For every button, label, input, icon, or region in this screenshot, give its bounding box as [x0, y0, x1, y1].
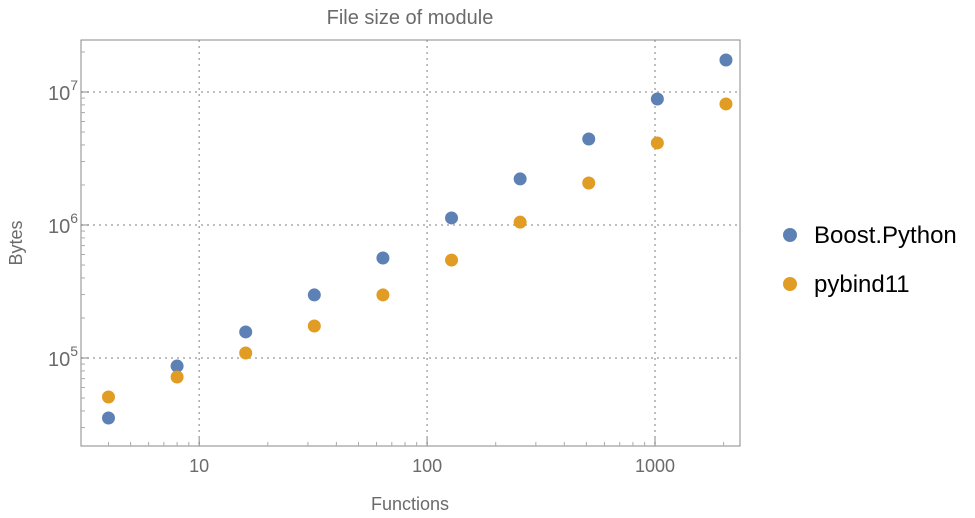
- y-tick-label: 106: [48, 210, 78, 238]
- point-pybind11: [170, 370, 184, 384]
- legend: Boost.Python pybind11: [783, 222, 957, 298]
- point-pybind11: [650, 136, 664, 150]
- legend-marker-boost-python: [783, 228, 797, 242]
- chart-title: File size of module: [327, 7, 494, 29]
- point-pybind11: [376, 288, 390, 302]
- point-pybind11: [582, 176, 596, 190]
- y-tick-label: 107: [48, 77, 78, 105]
- legend-label-pybind11: pybind11: [814, 271, 910, 298]
- point-boost-python: [307, 288, 321, 302]
- x-tick-label: 1000: [635, 456, 675, 476]
- point-pybind11: [719, 97, 733, 111]
- y-tick-label: 105: [48, 343, 78, 371]
- plot-frame: [80, 39, 741, 447]
- point-pybind11: [101, 390, 115, 404]
- y-axis-label: Bytes: [6, 220, 26, 265]
- point-pybind11: [513, 215, 527, 229]
- grid: [81, 40, 740, 446]
- x-tick-label: 100: [412, 456, 442, 476]
- point-boost-python: [170, 359, 184, 373]
- point-pybind11: [445, 253, 459, 267]
- x-tick-label: 10: [189, 456, 209, 476]
- point-boost-python: [101, 411, 115, 425]
- point-pybind11: [307, 319, 321, 333]
- point-boost-python: [582, 132, 596, 146]
- point-boost-python: [376, 251, 390, 265]
- point-boost-python: [513, 172, 527, 186]
- point-pybind11: [239, 346, 253, 360]
- point-boost-python: [445, 211, 459, 225]
- legend-marker-pybind11: [783, 277, 797, 291]
- point-boost-python: [719, 53, 733, 67]
- axis-ticks: 10 100 1000 105 106 107: [48, 51, 725, 476]
- x-axis-label: Functions: [371, 494, 449, 513]
- data-points: [101, 53, 733, 425]
- legend-label-boost-python: Boost.Python: [814, 222, 957, 249]
- point-boost-python: [239, 325, 253, 339]
- point-boost-python: [650, 92, 664, 106]
